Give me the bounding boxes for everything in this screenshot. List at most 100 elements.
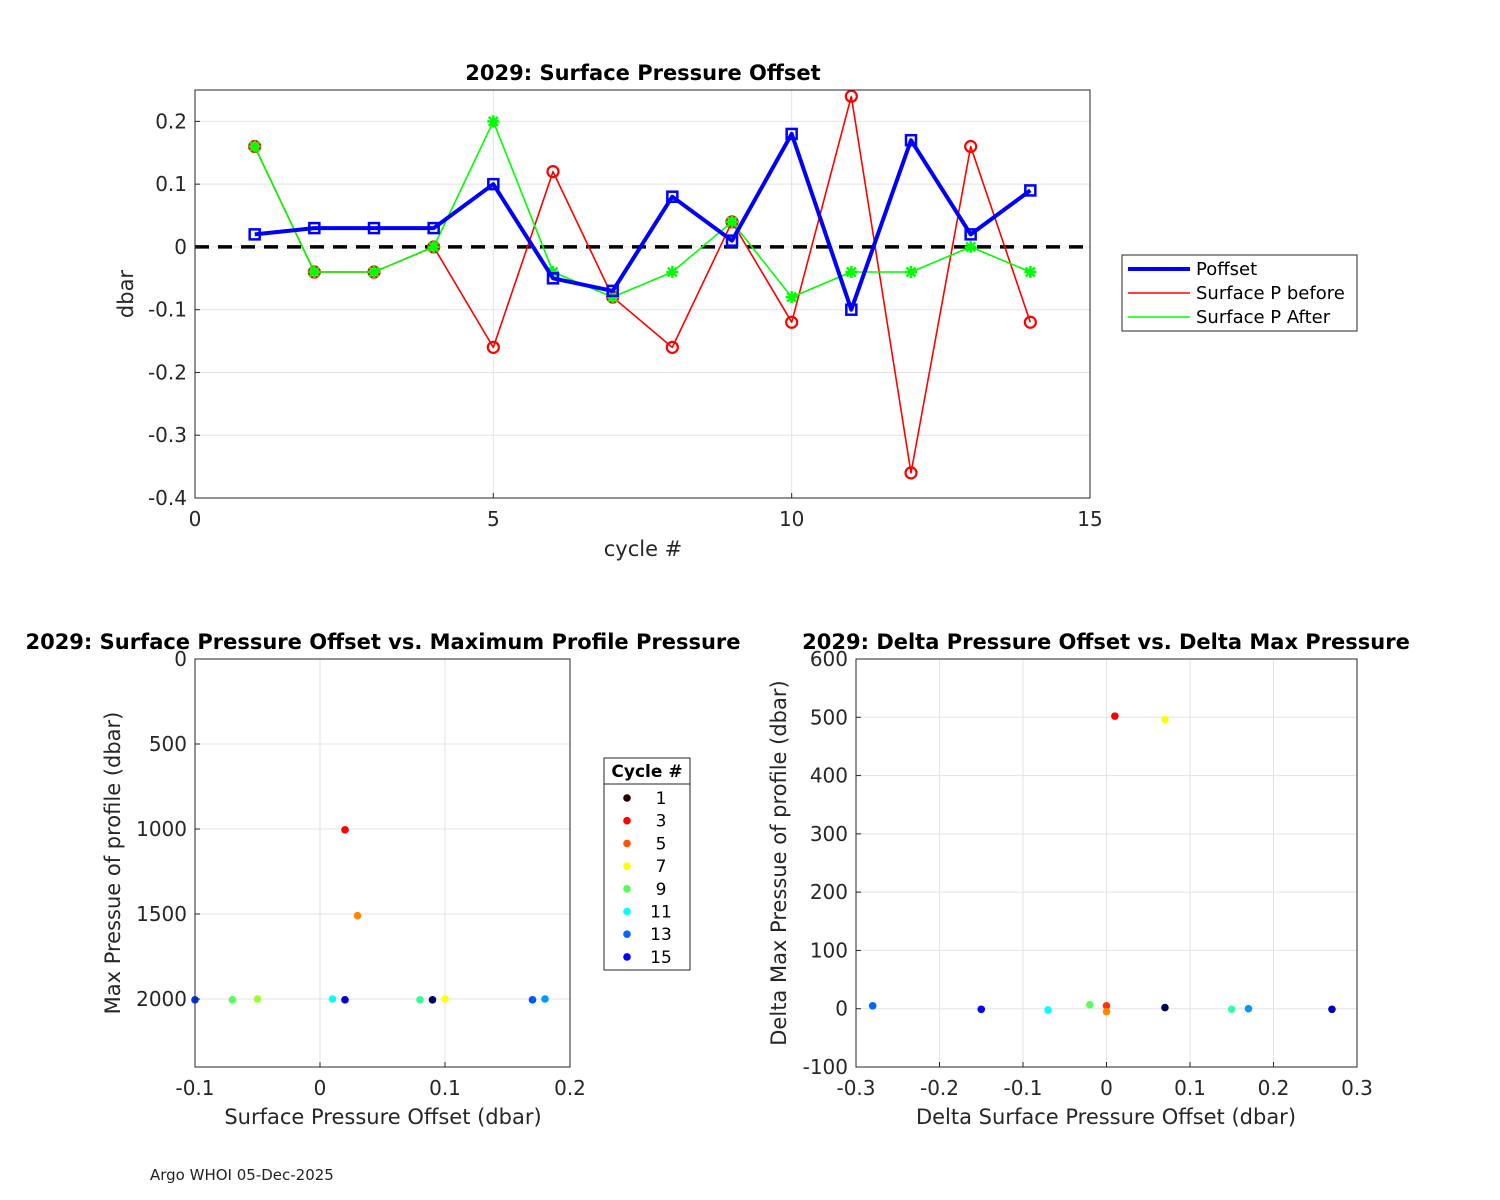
series-line-poffset: [254, 131, 1032, 312]
data-point: [1227, 1005, 1236, 1014]
marker-poffset: [427, 221, 440, 235]
marker-surface-p-before: [844, 89, 858, 103]
chart-title: 2029: Surface Pressure Offset: [465, 61, 820, 85]
y-tick-label: 0: [835, 997, 848, 1021]
y-tick-label: 400: [810, 764, 848, 788]
marker-surface-p-after: [308, 266, 321, 279]
x-tick-label: 0: [314, 1076, 327, 1100]
legend-marker-cycle-5: [623, 839, 631, 848]
marker-poffset: [1024, 184, 1037, 197]
y-tick-label: 500: [810, 705, 848, 729]
x-tick-label: 0: [1100, 1076, 1113, 1100]
marker-poffset: [367, 221, 381, 235]
marker-surface-p-after: [785, 291, 798, 304]
points-group: [868, 712, 1336, 1016]
legend-marker-cycle-13: [623, 930, 631, 938]
data-point: [341, 996, 349, 1004]
y-tick-label: 1500: [136, 902, 187, 926]
x-tick-label: 0.2: [554, 1076, 586, 1100]
series-line-surface-p-after: [253, 120, 1031, 298]
marker-poffset: [666, 190, 679, 203]
data-point: [1161, 715, 1169, 724]
tick-labels: -0.3 -0.2 -0.1 0 0.1 0.2 0.3 -100 0 100 200 300 400 5…: [803, 647, 1373, 1100]
data-point: [353, 911, 362, 920]
x-tick-label: 0.1: [429, 1076, 461, 1100]
data-point: [1328, 1005, 1336, 1014]
y-tick-label: -0.1: [148, 298, 187, 322]
legend-label-cycle-1: 1: [656, 789, 667, 809]
footer-credit: Argo WHOI 05-Dec-2025: [150, 1166, 334, 1184]
marker-surface-p-before: [665, 340, 679, 354]
chart-offset-vs-max-pressure: -0.1 0 0.1 0.2 0 500 1000 1500 2000 2029: Surfac…: [25, 630, 740, 1129]
x-axis-label: Delta Surface Pressure Offset (dbar): [916, 1105, 1296, 1129]
legend-label-surface-p-before: Surface P before: [1196, 283, 1345, 304]
plot-area: [195, 90, 1090, 498]
marker-poffset: [308, 221, 321, 235]
data-point: [541, 995, 549, 1003]
y-tick-label: 2000: [136, 987, 187, 1011]
legend-label-cycle-3: 3: [656, 812, 667, 832]
y-tick-label: 0.2: [155, 109, 187, 133]
data-point: [441, 995, 449, 1003]
data-point: [428, 996, 437, 1004]
y-axis-label: dbar: [114, 270, 138, 319]
y-axis-label: Max Pressue of profile (dbar): [101, 712, 125, 1015]
chart-delta-offset-vs-delta-max: -0.3 -0.2 -0.1 0 0.1 0.2 0.3 -100 0 100 200 300 400 5…: [767, 630, 1410, 1129]
legend-title: Cycle #: [611, 762, 682, 782]
x-tick-label: 0.2: [1258, 1076, 1290, 1100]
marker-poffset: [785, 127, 798, 141]
x-tick-label: 5: [487, 507, 500, 531]
legend: Poffset Surface P before Surface P After: [1121, 254, 1358, 332]
legend-marker-cycle-9: [623, 885, 631, 893]
marker-surface-p-after: [845, 266, 858, 279]
marker-poffset: [964, 228, 977, 241]
y-tick-label: 600: [810, 647, 848, 671]
marker-surface-p-after: [248, 140, 261, 153]
marker-surface-p-after: [726, 215, 738, 228]
y-tick-label: -100: [803, 1055, 848, 1079]
data-point: [416, 996, 424, 1004]
data-point: [253, 995, 262, 1003]
legend-label-cycle-5: 5: [656, 834, 667, 854]
marker-surface-p-after: [547, 266, 559, 279]
axes-box: [194, 89, 1091, 499]
legend-label-cycle-9: 9: [656, 880, 667, 900]
marker-poffset: [606, 284, 619, 298]
plot-area: [195, 659, 570, 1067]
marker-surface-p-before: [546, 165, 560, 179]
legend-label-cycle-15: 15: [650, 948, 672, 968]
points-group: [191, 826, 549, 1004]
axes-box: [194, 658, 571, 1068]
marker-surface-p-before: [785, 315, 799, 329]
y-tick-label: 200: [810, 880, 848, 904]
marker-surface-p-after: [427, 240, 440, 253]
data-point: [528, 996, 537, 1004]
marker-poffset: [845, 303, 858, 316]
legend-marker-cycle-1: [623, 794, 631, 802]
y-axis-label: Delta Max Pressue of profile (dbar): [767, 680, 791, 1045]
y-tick-label: 0: [174, 235, 187, 259]
legend-label-poffset: Poffset: [1196, 259, 1257, 280]
marker-surface-p-before: [1023, 315, 1037, 329]
marker-surface-p-after: [666, 266, 679, 279]
data-point: [1086, 1000, 1094, 1009]
marker-surface-p-after: [1024, 266, 1037, 279]
x-tick-label: 0: [189, 507, 202, 531]
y-tick-label: -0.2: [148, 360, 187, 384]
x-tick-label: -0.1: [175, 1076, 214, 1100]
marker-surface-p-after: [368, 266, 380, 279]
chart-title: 2029: Surface Pressure Offset vs. Maximu…: [25, 630, 740, 654]
marker-poffset: [904, 133, 918, 147]
y-tick-label: -0.3: [148, 423, 187, 447]
marker-surface-p-after: [964, 240, 977, 253]
y-tick-label: 0: [174, 647, 187, 671]
x-tick-label: -0.3: [836, 1076, 875, 1100]
marker-surface-p-after: [905, 266, 917, 279]
legend-marker-cycle-7: [623, 862, 631, 870]
data-point: [1244, 1004, 1253, 1013]
marker-poffset: [487, 177, 500, 191]
legend-marker-cycle-15: [623, 953, 631, 961]
